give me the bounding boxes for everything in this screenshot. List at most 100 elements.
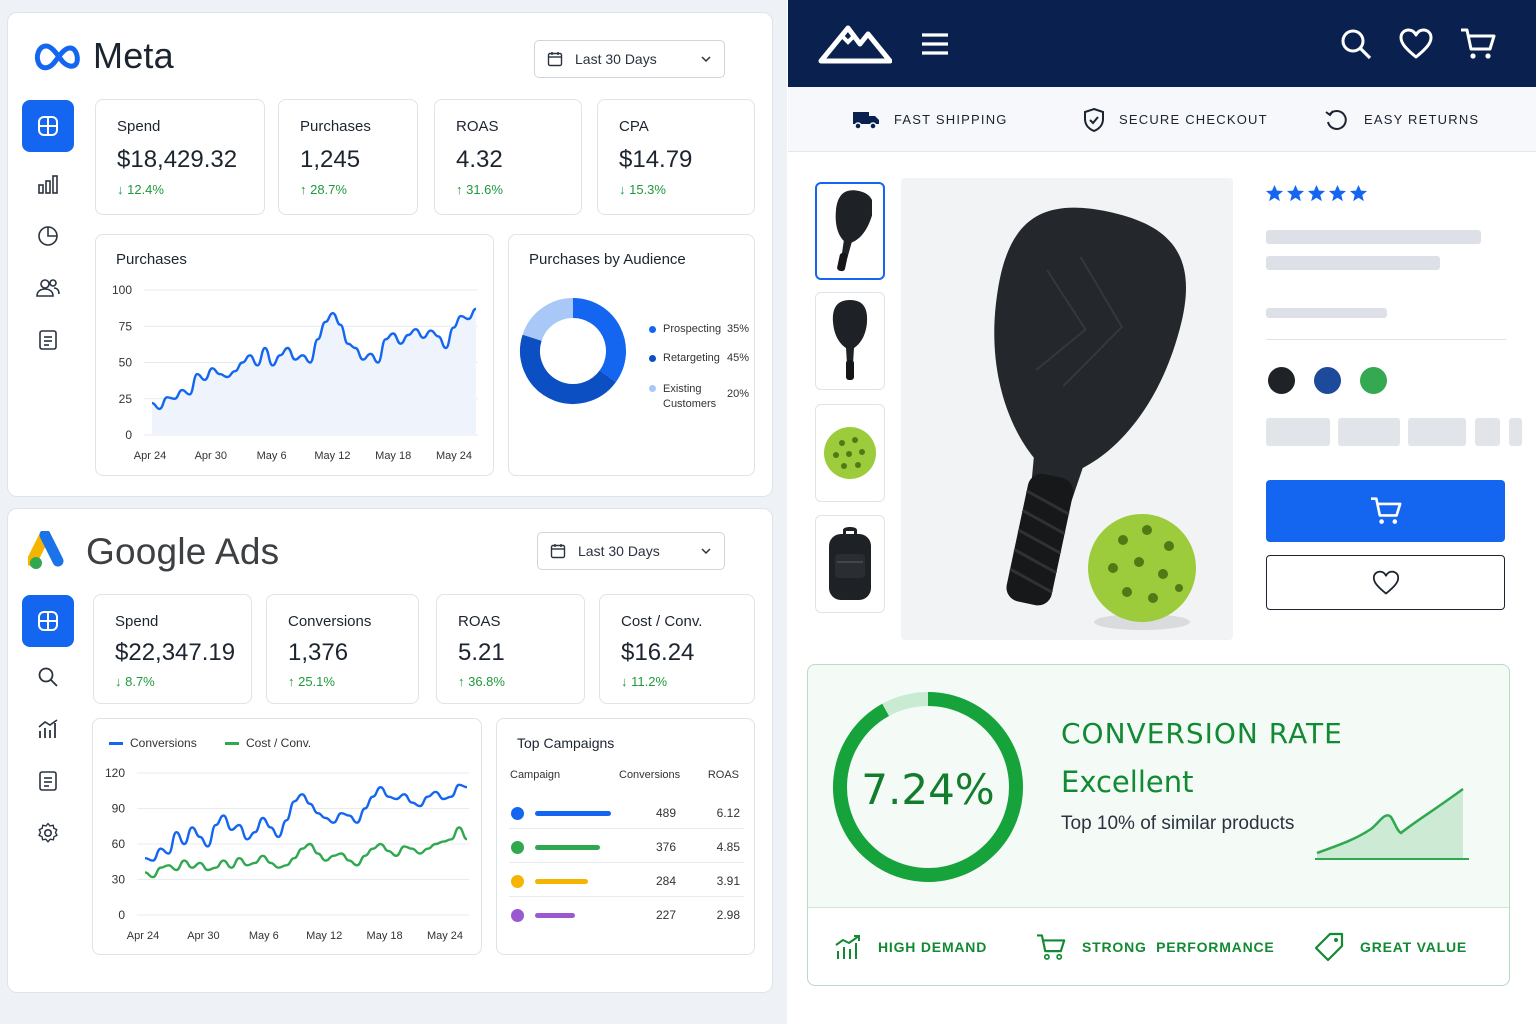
google-nav-dashboard[interactable] (22, 595, 74, 647)
y-tick-label: 100 (112, 283, 132, 297)
mountain-logo-icon[interactable] (818, 20, 892, 64)
size-option-2[interactable] (1338, 418, 1400, 446)
cart-icon[interactable] (1460, 27, 1496, 61)
campaign-roas: 4.85 (716, 840, 740, 854)
series-area (152, 308, 476, 435)
table-row[interactable]: 489 6.12 (509, 801, 744, 829)
x-tick-label: May 24 (427, 930, 463, 942)
google-kpi-cost-per-conv: Cost / Conv. $16.24 ↓ 11.2% (599, 594, 755, 704)
return-arrow-icon (1325, 109, 1347, 130)
meta-kpi-purchases: Purchases 1,245 ↑ 28.7% (278, 99, 418, 215)
product-subtitle-placeholder (1266, 256, 1440, 270)
google-date-range-select[interactable]: Last 30 Days (537, 532, 725, 570)
search-icon[interactable] (1340, 28, 1372, 60)
kpi-label: Spend (115, 613, 159, 630)
meta-nav-bar-chart[interactable] (22, 158, 74, 210)
document-icon (39, 771, 57, 791)
meta-nav-pie-chart[interactable] (22, 210, 74, 262)
kpi-label: ROAS (458, 613, 501, 630)
table-header-campaign: Campaign (510, 769, 561, 781)
conversion-rate-value: 7.24% (861, 765, 995, 814)
campaign-roas: 6.12 (716, 806, 740, 820)
x-tick-label: May 6 (249, 930, 279, 942)
truck-icon (853, 111, 879, 130)
dashboard-icon (38, 611, 58, 631)
search-icon (38, 667, 58, 687)
conversion-rate-title: CONVERSION RATE (1061, 717, 1343, 750)
menu-icon[interactable] (921, 32, 949, 56)
thumbnail-paddle-back[interactable] (815, 292, 885, 390)
trust-bar: FAST SHIPPING SECURE CHECKOUT EASY RETUR… (788, 87, 1536, 152)
chevron-down-icon (701, 56, 711, 63)
google-nav-analytics[interactable] (22, 703, 74, 755)
heart-icon[interactable] (1399, 28, 1433, 60)
product-main-image (901, 178, 1233, 640)
google-kpi-roas: ROAS 5.21 ↑ 36.8% (436, 594, 585, 704)
trust-easy-returns: EASY RETURNS (1324, 87, 1479, 152)
meta-kpi-roas: ROAS 4.32 ↑ 31.6% (434, 99, 582, 215)
ring-progress (833, 692, 1023, 882)
x-tick-label: Apr 30 (187, 930, 219, 942)
size-option-3[interactable] (1408, 418, 1466, 446)
color-swatch[interactable] (1268, 367, 1295, 394)
backpack-thumbnail-icon (829, 527, 871, 600)
cart-icon (1037, 934, 1066, 960)
thumbnail-paddle-front[interactable] (815, 182, 885, 280)
feature-label: HIGH DEMAND (878, 939, 988, 955)
thumbnail-backpack[interactable] (815, 515, 885, 613)
star-icon (1328, 184, 1347, 202)
meta-date-range-select[interactable]: Last 30 Days (534, 40, 725, 78)
kpi-delta: ↓ 12.4% (117, 182, 164, 197)
kpi-label: ROAS (456, 118, 499, 135)
meta-nav-audiences[interactable] (22, 262, 74, 314)
y-tick-label: 90 (112, 802, 126, 816)
color-swatch[interactable] (1360, 367, 1387, 394)
cart-icon (1370, 497, 1401, 524)
x-tick-label: May 6 (257, 450, 287, 462)
google-nav-reports[interactable] (22, 755, 74, 807)
meta-brand: Meta (33, 35, 174, 77)
legend-existing-customers: Existing Customers 20% (649, 382, 749, 412)
thumbnail-ball[interactable] (815, 404, 885, 502)
y-tick-label: 60 (112, 837, 126, 851)
calendar-icon (547, 52, 563, 67)
kpi-value: $16.24 (621, 639, 695, 666)
kpi-value: 1,376 (288, 639, 349, 666)
size-option-5[interactable] (1509, 418, 1522, 446)
campaign-conversions: 227 (656, 908, 677, 922)
size-option-1[interactable] (1266, 418, 1330, 446)
campaign-color-dot (511, 875, 524, 888)
meta-nav-dashboard[interactable] (22, 100, 74, 152)
legend-retargeting: Retargeting 45% (649, 352, 749, 364)
conversion-features: HIGH DEMAND STRONG PERFORMANCE GREAT VAL… (808, 907, 1509, 985)
table-row[interactable]: 284 3.91 (509, 869, 744, 897)
trust-label: SECURE CHECKOUT (1119, 112, 1268, 127)
table-header-roas: ROAS (707, 769, 739, 781)
x-tick-label: May 18 (367, 930, 403, 942)
add-to-wishlist-button[interactable] (1266, 555, 1505, 610)
tag-icon (1314, 932, 1344, 962)
google-nav-search[interactable] (22, 651, 74, 703)
kpi-value: 5.21 (458, 639, 505, 666)
users-icon (36, 279, 60, 297)
trust-label: FAST SHIPPING (894, 112, 1008, 127)
add-to-cart-button[interactable] (1266, 480, 1505, 542)
product-title-placeholder (1266, 230, 1481, 244)
meta-audience-chart-card: Purchases by Audience Prospecting 35% Re… (508, 234, 755, 476)
star-icon (1286, 184, 1305, 202)
x-tick-label: Apr 24 (134, 450, 166, 462)
size-option-4[interactable] (1475, 418, 1500, 446)
star-icon (1265, 184, 1284, 202)
table-row[interactable]: 227 2.98 (509, 903, 744, 931)
meta-date-range-label: Last 30 Days (575, 51, 657, 67)
kpi-delta: ↑ 25.1% (288, 674, 335, 689)
table-row[interactable]: 376 4.85 (509, 835, 744, 863)
kpi-label: Spend (117, 118, 161, 135)
meta-nav-reports[interactable] (22, 314, 74, 366)
kpi-delta: ↑ 31.6% (456, 182, 503, 197)
campaign-bar (535, 845, 600, 850)
color-swatch[interactable] (1314, 367, 1341, 394)
google-nav-settings[interactable] (22, 807, 74, 859)
chart-title: Purchases (116, 251, 187, 268)
x-tick-label: May 24 (436, 450, 472, 462)
